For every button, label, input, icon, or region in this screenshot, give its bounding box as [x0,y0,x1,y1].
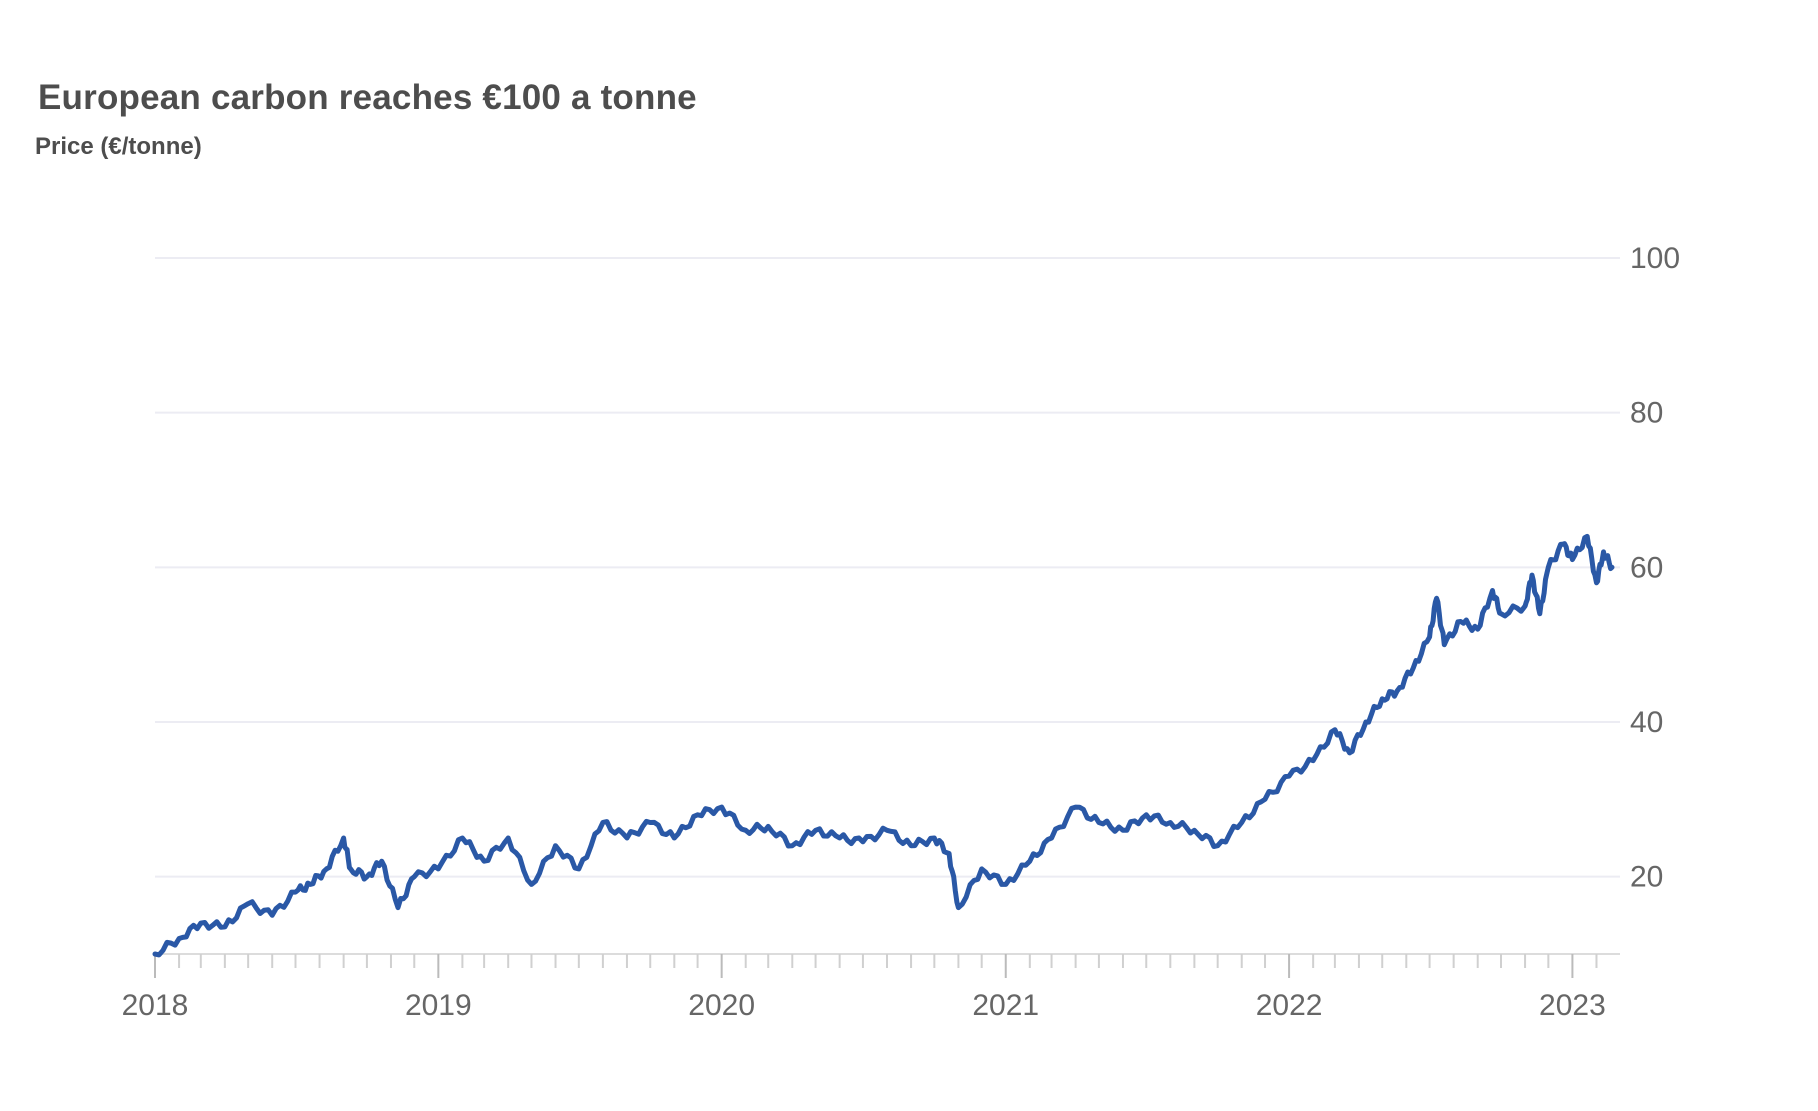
x-tick-label-2019: 2019 [405,989,472,1022]
y-tick-label-20: 20 [1630,861,1663,894]
x-tick-label-2020: 2020 [688,989,755,1022]
x-tick-label-2018: 2018 [122,989,189,1022]
y-tick-label-40: 40 [1630,706,1663,739]
x-tick-label-2021: 2021 [972,989,1039,1022]
x-tick-label-2022: 2022 [1256,989,1323,1022]
x-tick-label-2023: 2023 [1539,989,1606,1022]
y-tick-label-80: 80 [1630,397,1663,430]
price-series-line [152,533,1615,958]
y-tick-label-60: 60 [1630,551,1663,584]
y-tick-label-100: 100 [1630,242,1680,275]
chart-subtitle: Price (€/tonne) [35,133,202,160]
chart-title: European carbon reaches €100 a tonne [38,78,697,117]
